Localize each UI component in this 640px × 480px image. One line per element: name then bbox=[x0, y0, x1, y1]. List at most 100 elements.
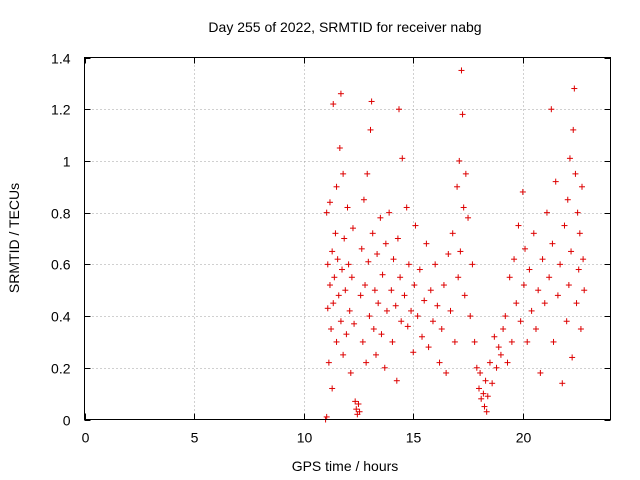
data-point bbox=[532, 326, 539, 332]
data-point bbox=[341, 235, 348, 242]
data-point bbox=[337, 90, 344, 97]
data-point bbox=[340, 170, 347, 177]
data-point bbox=[434, 302, 441, 309]
data-point bbox=[328, 326, 335, 332]
data-point bbox=[339, 266, 346, 273]
data-point bbox=[502, 313, 509, 320]
data-point bbox=[486, 359, 493, 366]
data-point bbox=[432, 261, 439, 268]
data-point bbox=[519, 188, 526, 195]
data-point bbox=[392, 302, 399, 309]
plot-frame bbox=[84, 57, 611, 420]
data-point bbox=[366, 313, 373, 320]
data-point bbox=[367, 126, 374, 133]
data-point bbox=[368, 98, 375, 105]
data-point bbox=[382, 240, 389, 247]
data-point bbox=[351, 320, 358, 327]
x-tick-label: 15 bbox=[406, 430, 422, 446]
data-point bbox=[383, 307, 390, 314]
x-axis-label: GPS time / hours bbox=[292, 458, 399, 474]
data-point bbox=[363, 359, 370, 366]
data-point bbox=[436, 359, 443, 366]
data-point bbox=[348, 274, 355, 281]
data-point bbox=[353, 406, 360, 413]
data-point bbox=[497, 351, 504, 358]
x-tick-label: 0 bbox=[82, 430, 90, 446]
data-point bbox=[334, 256, 341, 263]
data-point bbox=[325, 359, 332, 366]
data-point bbox=[378, 331, 385, 338]
data-point bbox=[394, 235, 401, 242]
data-point bbox=[554, 292, 561, 299]
data-point bbox=[568, 248, 575, 255]
data-point bbox=[473, 364, 480, 371]
data-point bbox=[425, 344, 432, 351]
data-point bbox=[478, 395, 485, 402]
data-point bbox=[393, 377, 400, 384]
data-point bbox=[459, 111, 466, 118]
data-point bbox=[374, 251, 381, 258]
data-point bbox=[517, 318, 524, 325]
data-point bbox=[570, 126, 577, 133]
data-point bbox=[454, 183, 461, 190]
data-point bbox=[481, 403, 488, 410]
data-point bbox=[404, 323, 411, 330]
data-point bbox=[440, 282, 447, 289]
data-point bbox=[324, 305, 331, 312]
data-point bbox=[329, 385, 336, 392]
data-point bbox=[522, 245, 529, 252]
data-point bbox=[569, 354, 576, 361]
y-tick-label: 1.2 bbox=[51, 102, 71, 118]
data-point bbox=[477, 369, 484, 376]
data-point bbox=[455, 274, 462, 281]
data-point bbox=[513, 300, 520, 307]
data-point bbox=[429, 318, 436, 325]
data-point bbox=[539, 256, 546, 263]
data-point bbox=[386, 209, 393, 216]
data-point bbox=[546, 274, 553, 281]
data-point bbox=[443, 369, 450, 376]
data-point bbox=[331, 274, 338, 281]
data-point bbox=[405, 261, 412, 268]
data-point bbox=[480, 390, 487, 397]
data-point bbox=[340, 351, 347, 358]
axis-ticks bbox=[84, 57, 611, 421]
data-point bbox=[484, 393, 491, 400]
data-point bbox=[506, 274, 513, 281]
data-point bbox=[358, 245, 365, 252]
data-point bbox=[543, 209, 550, 216]
data-point bbox=[356, 408, 363, 415]
data-point bbox=[336, 145, 343, 151]
data-point bbox=[541, 300, 548, 307]
data-point bbox=[355, 400, 362, 407]
data-point bbox=[401, 292, 408, 299]
data-point bbox=[323, 413, 330, 420]
data-point bbox=[574, 209, 581, 216]
data-point bbox=[352, 398, 359, 405]
data-point bbox=[364, 170, 371, 177]
data-point bbox=[343, 331, 350, 338]
data-point bbox=[324, 261, 331, 268]
data-point bbox=[329, 248, 336, 255]
data-point bbox=[572, 170, 579, 177]
data-point bbox=[577, 326, 584, 332]
data-point bbox=[563, 318, 570, 325]
y-tick-label: 0.4 bbox=[51, 309, 71, 325]
tick-labels: 0 5 10 15 20 0 0.2 0.4 0.6 0.8 1 1.2 1.4 bbox=[51, 51, 531, 446]
data-point bbox=[419, 333, 426, 340]
data-point bbox=[379, 271, 386, 278]
data-point bbox=[580, 256, 587, 263]
data-point bbox=[381, 364, 388, 371]
data-point bbox=[369, 230, 376, 237]
data-point bbox=[399, 155, 406, 162]
data-point bbox=[471, 338, 478, 345]
data-point bbox=[500, 326, 507, 332]
data-point bbox=[388, 287, 395, 294]
data-point bbox=[414, 313, 421, 320]
data-point bbox=[581, 287, 588, 294]
data-point bbox=[372, 351, 379, 358]
data-point bbox=[398, 318, 405, 325]
data-point bbox=[370, 326, 377, 332]
